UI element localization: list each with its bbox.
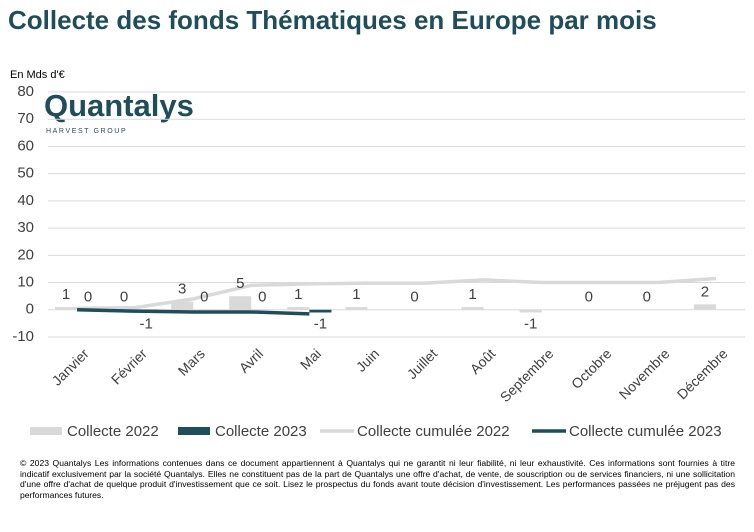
bar xyxy=(171,301,194,310)
x-tick-label: Octobre xyxy=(568,345,615,392)
data-label: 2 xyxy=(701,283,709,300)
legend-swatch xyxy=(30,427,62,435)
y-tick-label: 50 xyxy=(17,165,34,182)
logo-tagline: HARVEST GROUP xyxy=(46,128,127,135)
data-label: -1 xyxy=(139,315,152,332)
data-label: 1 xyxy=(294,286,302,303)
bar xyxy=(345,307,368,310)
x-tick-label: Novembre xyxy=(616,345,673,402)
x-tick-label: Septembre xyxy=(497,345,557,405)
y-tick-label: 40 xyxy=(17,192,34,209)
y-tick-label: -10 xyxy=(12,328,34,345)
data-label: 1 xyxy=(468,286,476,303)
data-label: 0 xyxy=(643,289,651,306)
y-axis-label: En Mds d'€ xyxy=(10,69,65,81)
data-label: 3 xyxy=(178,281,186,298)
x-tick-label: Janvier xyxy=(49,345,92,388)
legend-swatch xyxy=(178,427,210,435)
logo-name: Quantalys xyxy=(44,88,194,123)
data-label: 0 xyxy=(585,289,593,306)
line xyxy=(77,308,310,316)
bar xyxy=(54,307,78,310)
legend-label: Collecte cumulée 2022 xyxy=(357,423,510,440)
data-label: 5 xyxy=(236,275,244,292)
legend-label: Collecte 2023 xyxy=(215,423,307,440)
x-tick-label: Avril xyxy=(236,345,266,375)
chart: Collecte des fonds Thématiques en Europe… xyxy=(8,5,745,440)
x-tick-label: Décembre xyxy=(674,345,731,402)
x-tick-label: Juillet xyxy=(404,345,441,382)
x-tick-label: Août xyxy=(467,345,499,377)
line xyxy=(77,276,717,311)
data-label: -1 xyxy=(524,315,537,332)
legend-label: Collecte 2022 xyxy=(67,423,159,440)
y-tick-label: 30 xyxy=(17,219,34,236)
data-label: 0 xyxy=(120,289,128,306)
x-tick-label: Mars xyxy=(175,345,208,378)
y-tick-label: 0 xyxy=(26,301,34,318)
bar xyxy=(229,296,252,310)
data-label: 1 xyxy=(62,286,70,303)
y-tick-label: 20 xyxy=(17,246,34,263)
bar xyxy=(309,309,332,313)
chart-title: Collecte des fonds Thématiques en Europe… xyxy=(8,5,657,35)
data-label: 0 xyxy=(258,289,266,306)
x-tick-label: Juin xyxy=(353,345,382,374)
bar xyxy=(287,307,310,310)
data-label: -1 xyxy=(314,315,327,332)
footer: © 2023 Quantalys Les informations conten… xyxy=(20,458,735,500)
x-tick-label: Février xyxy=(108,345,150,387)
y-tick-label: 70 xyxy=(17,110,34,127)
data-label: 1 xyxy=(352,286,360,303)
y-tick-label: 60 xyxy=(17,137,34,154)
data-label: 0 xyxy=(84,289,92,306)
x-tick-label: Mai xyxy=(297,345,324,372)
data-label: 0 xyxy=(200,289,208,306)
bar xyxy=(461,307,484,310)
y-tick-label: 10 xyxy=(17,274,34,291)
bar xyxy=(693,304,716,310)
bar xyxy=(135,309,158,313)
bar xyxy=(519,309,542,313)
legend-label: Collecte cumulée 2023 xyxy=(569,423,722,440)
data-label: 0 xyxy=(410,289,418,306)
y-tick-label: 80 xyxy=(17,83,34,100)
